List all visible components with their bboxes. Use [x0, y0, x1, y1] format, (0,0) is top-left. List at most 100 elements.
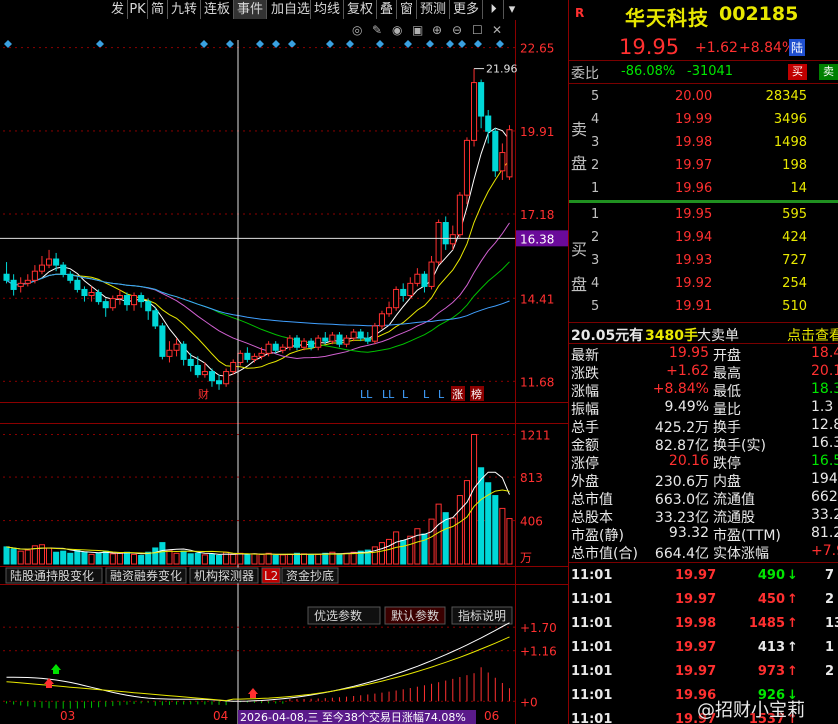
big-order-qty: 3480手 — [645, 328, 698, 344]
toolbar-item-11[interactable]: 预测 — [417, 0, 450, 19]
tab-0[interactable]: 陆股通持股变化 — [10, 568, 94, 583]
candle — [485, 115, 492, 132]
tab-bg — [5, 567, 103, 584]
candle — [10, 279, 17, 290]
price-axis-label: 14.41 — [520, 292, 554, 306]
sell-button[interactable]: 卖 — [819, 64, 838, 80]
plus-icon[interactable]: ⊕ — [432, 23, 442, 37]
stat-label: 总市值 — [571, 492, 613, 508]
candle — [237, 352, 244, 363]
tick-volume: 973 — [757, 664, 785, 679]
stat-value: 93.32 — [668, 525, 709, 541]
tab-1[interactable]: 融资融券变化 — [110, 568, 182, 583]
event-diamond-icon — [200, 40, 208, 48]
chevron-down-icon[interactable]: ▾ — [508, 2, 516, 17]
price-axis-label: 11.68 — [520, 375, 554, 389]
tab-2[interactable]: 机构探测器 — [194, 568, 254, 583]
buys-row[interactable]: 2 19.94 424 — [569, 227, 838, 250]
big-order-link[interactable]: 点击查看 — [787, 328, 838, 344]
candle — [251, 355, 258, 360]
toolbar-item-0[interactable]: 发 — [108, 0, 128, 19]
indicator-tab-0[interactable]: 优选参数 — [314, 608, 362, 623]
tick-time: 11:01 — [571, 592, 613, 607]
volume-bar — [286, 553, 293, 565]
buy-button[interactable]: 买 — [788, 64, 807, 80]
volume-bar — [308, 554, 315, 565]
date-label: 03 — [60, 709, 75, 723]
lock-icon[interactable]: ▣ — [412, 23, 423, 37]
indicator-tab-2[interactable]: 指标说明 — [458, 608, 506, 623]
sells-row[interactable]: 4 19.99 3496 — [569, 109, 838, 132]
kline-chart[interactable]: ◎ ✎ ◉ ▣ ⊕ ⊖ ☐ ✕ 22.65 19.91 17.18 14.41 11.68 21.96 16… — [0, 20, 568, 724]
toolbar-item-2[interactable]: 简 — [148, 0, 168, 19]
candle — [3, 273, 10, 281]
toolbar-item-1[interactable]: PK — [128, 0, 148, 19]
volume-bar — [216, 554, 223, 565]
tick-extra: 13 — [825, 616, 838, 631]
volume-bar — [166, 549, 173, 565]
candle — [506, 129, 513, 178]
volume-bar — [10, 548, 17, 565]
grid-icon[interactable]: ☐ — [472, 23, 483, 37]
tick-price: 19.98 — [675, 616, 717, 631]
sells-row[interactable]: 3 19.98 1498 — [569, 132, 838, 155]
candle — [449, 234, 456, 245]
stat-row: 振幅 9.49% 量比 1.3 — [569, 399, 838, 418]
settings-icon[interactable]: ✎ — [372, 23, 382, 37]
volume-bar — [152, 547, 159, 565]
volume-bar — [414, 528, 421, 565]
minus-icon[interactable]: ⊖ — [452, 23, 462, 37]
toolbar-item-3[interactable]: 九转 — [168, 0, 201, 19]
sells-row[interactable]: 1 19.96 14 — [569, 178, 838, 201]
tick-price: 19.97 — [675, 568, 717, 583]
toolbar-item-5[interactable]: 事件 — [234, 0, 267, 19]
buys-row[interactable]: 5 19.91 510 — [569, 296, 838, 319]
candle — [208, 371, 216, 382]
indicator-tab-1[interactable]: 默认参数 — [391, 608, 439, 623]
current-price: 19.95 — [619, 35, 680, 59]
crosshair-price-label: 16.38 — [520, 232, 554, 246]
close-icon[interactable]: ✕ — [492, 23, 502, 37]
indicator-tab-bg — [384, 606, 446, 625]
market-badge: 陆 — [789, 39, 806, 56]
toolbar-item-6[interactable]: 加自选 — [271, 0, 311, 19]
top-toolbar: 发 PK 简九转 连板 事件 加自选 均线 复权叠窗预测 更多 ⏵ ▾ — [0, 0, 520, 20]
stat-label: 流通值 — [713, 492, 755, 508]
candle — [293, 337, 300, 348]
date-tooltip: 2026-04-08,三 至今38个交易日涨幅74.08% — [240, 710, 466, 724]
candle — [386, 307, 393, 315]
tick-row: 11:01 19.97 450 ↑ 2 — [569, 589, 838, 613]
candle — [265, 343, 272, 354]
price: 19.98 — [675, 135, 713, 150]
tick-time: 11:01 — [571, 712, 613, 724]
candle — [322, 337, 329, 342]
sells-row[interactable]: 2 19.97 198 — [569, 155, 838, 178]
toolbar-item-8[interactable]: 复权 — [344, 0, 377, 19]
chart-panel[interactable]: ◎ ✎ ◉ ▣ ⊕ ⊖ ☐ ✕ 22.65 19.91 17.18 14.41 11.68 21.96 16… — [0, 20, 568, 724]
box-icon[interactable]: ◉ — [392, 23, 402, 37]
sells-row[interactable]: 5 20.00 28345 — [569, 86, 838, 109]
eye-icon[interactable]: ◎ — [352, 23, 362, 37]
candle — [131, 295, 138, 306]
stat-label: 涨停 — [571, 456, 599, 472]
toolbar-item-12[interactable]: 更多 — [450, 0, 483, 19]
buys-row[interactable]: 1 19.95 595 — [569, 204, 838, 227]
event-diamond-icon — [346, 40, 354, 48]
candle — [308, 340, 315, 348]
arrow-down-icon: ↓ — [787, 688, 798, 703]
toolbar-item-7[interactable]: 均线 — [311, 0, 344, 19]
volume-bar — [336, 553, 343, 565]
buys-row[interactable]: 4 19.92 254 — [569, 273, 838, 296]
play-icon[interactable]: ⏵ — [484, 0, 504, 19]
candle — [478, 82, 485, 117]
toolbar-item-4[interactable]: 连板 — [201, 0, 234, 19]
tab-3[interactable]: L2 — [264, 569, 278, 583]
tab-bg — [281, 567, 339, 584]
candle — [471, 82, 478, 141]
toolbar-item-10[interactable]: 窗 — [397, 0, 417, 19]
buys-row[interactable]: 3 19.93 727 — [569, 250, 838, 273]
toolbar-item-9[interactable]: 叠 — [377, 0, 397, 19]
volume-bar — [60, 550, 67, 565]
tab-4[interactable]: 资金抄底 — [286, 568, 334, 583]
